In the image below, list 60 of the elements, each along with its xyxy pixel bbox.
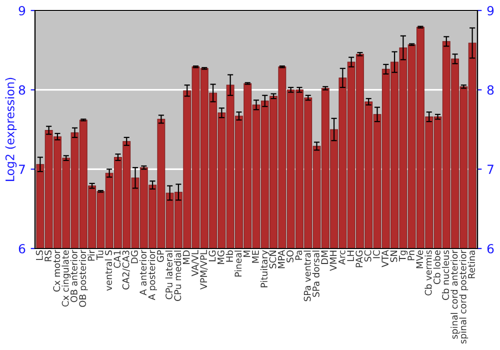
x-tick-label: SC [364,250,372,262]
y-tick-label: 7 [19,164,25,174]
x-tick-label: CPu lateral [165,250,172,300]
x-tick-label: VPM/VPL [200,250,208,290]
x-tick-label: SN [390,250,398,262]
x-tick-label: ME [252,250,259,263]
x-tick-label: MPA [278,250,285,268]
x-tick-label: RS [44,250,52,262]
x-tick-label: M [243,250,250,257]
y2-tick-label: 9 [487,6,494,16]
x-tick-label: CPu medial [174,250,182,301]
x-tick-label: Cb vermis [424,250,432,296]
x-tick-label: SPa dorsal [312,250,320,297]
x-tick-label: MG [217,250,224,264]
y-tick-label: 8 [18,85,26,95]
x-tick-label: Tu [96,250,104,260]
x-tick-label: ventral S [104,250,112,291]
x-tick-label: LS [36,250,43,260]
x-tick-label: LH [347,250,354,261]
x-tick-label: VA/VL [192,250,200,276]
y2-tick-label: 6 [487,244,494,254]
x-tick-label: Cx cingulate [62,250,71,307]
x-tick-label: Pir [88,250,95,261]
y-tick-label: 9 [18,6,26,16]
x-tick-label: LG [208,250,216,262]
x-tick-label: Pituitary [260,250,270,288]
x-tick-label: spinal cord anterior [450,250,460,339]
x-tick-label: Pn [408,250,414,260]
x-tick-label: Pineal [234,250,242,276]
x-tick-label: OB anterior [70,250,78,302]
x-tick-label: SPa ventral [304,250,311,302]
x-tick-label: Pa [295,250,302,260]
x-tick-label: SCN [269,250,276,268]
x-tick-label: VMH [330,250,337,271]
x-tick-label: SO [286,250,294,262]
x-tick-label: PAG [356,250,363,268]
x-tick-label: A posterior [148,250,157,300]
x-tick-label: MD [182,250,190,264]
x-tick-label: Arc [338,250,346,265]
x-tick-label: DM [321,250,328,264]
x-tick-label: GP [156,250,164,262]
x-tick-label: OB posterior [78,250,88,307]
x-tick-label: Cb lobe [433,250,440,284]
x-tick-label: spinal cord posterior [459,250,468,344]
x-tick-label: Retina [468,250,475,278]
x-tick-label: Cb nucleus [442,250,450,300]
x-tick-label: MVe [416,250,424,268]
x-tick-label: DG [130,250,138,264]
x-tick-label: VTA [382,250,388,268]
y2-tick-label: 8 [487,85,494,95]
y-axis-title: Log2 (expression) [5,78,17,181]
y2-tick-label: 7 [488,164,494,174]
y-tick-label: 6 [18,244,26,254]
x-tick-label: Cx motor [53,250,60,292]
x-tick-label: IC [372,250,380,258]
x-tick-label: Hb [226,250,233,262]
x-tick-label: Tg [399,250,408,262]
x-tick-label: A anterior [139,250,147,296]
x-tick-label: CA2/CA3 [122,250,130,290]
x-tick-label: CA1 [114,250,121,268]
